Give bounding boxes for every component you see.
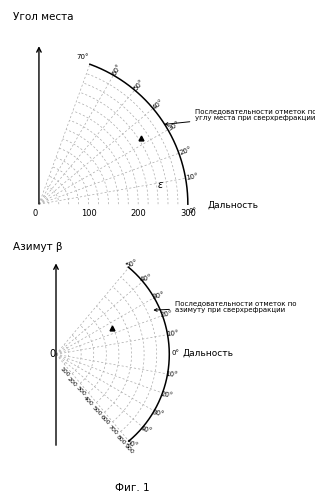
Text: 50°: 50° (125, 259, 139, 269)
Text: 10°: 10° (165, 330, 178, 337)
Text: 0: 0 (32, 209, 37, 218)
Text: Последовательности отметок по
азимуту при сверхрефракции: Последовательности отметок по азимуту пр… (154, 300, 296, 313)
Text: Фиг. 1: Фиг. 1 (115, 483, 150, 493)
Text: 700: 700 (107, 424, 118, 436)
Text: 200: 200 (130, 209, 146, 218)
Text: 40°: 40° (152, 98, 165, 110)
Text: 50°: 50° (133, 78, 146, 91)
Text: 20°: 20° (160, 391, 173, 398)
Text: 200: 200 (66, 376, 78, 388)
Text: 0°: 0° (189, 208, 197, 214)
Text: 40°: 40° (139, 425, 153, 435)
Text: 50°: 50° (125, 440, 139, 450)
Text: 10°: 10° (165, 371, 178, 378)
Text: 40°: 40° (139, 274, 153, 283)
Text: 100: 100 (58, 366, 70, 378)
Text: 20°: 20° (160, 310, 173, 318)
Text: 60°: 60° (111, 62, 123, 76)
Text: 30°: 30° (167, 121, 181, 132)
Text: 20°: 20° (179, 146, 192, 156)
Text: 300: 300 (74, 386, 86, 397)
Text: 100: 100 (81, 209, 96, 218)
Text: Азимут β: Азимут β (13, 242, 62, 252)
Text: 10°: 10° (186, 173, 199, 181)
Text: 900: 900 (123, 443, 135, 455)
Text: ε: ε (158, 180, 163, 190)
Text: Дальность: Дальность (207, 201, 258, 210)
Text: Последовательности отметок по
углу места при сверхрефракции: Последовательности отметок по углу места… (165, 108, 315, 125)
Text: 0: 0 (49, 349, 55, 359)
Text: 70°: 70° (76, 54, 89, 60)
Text: 800: 800 (115, 434, 127, 446)
Text: 0°: 0° (171, 350, 179, 356)
Text: 30°: 30° (151, 409, 165, 417)
Text: 500: 500 (91, 405, 102, 417)
Text: Угол места: Угол места (13, 12, 73, 22)
Text: Дальность: Дальность (183, 349, 234, 358)
Text: 400: 400 (83, 395, 94, 407)
Text: 300: 300 (180, 209, 196, 218)
Text: 30°: 30° (151, 291, 165, 300)
Text: 600: 600 (99, 414, 111, 426)
